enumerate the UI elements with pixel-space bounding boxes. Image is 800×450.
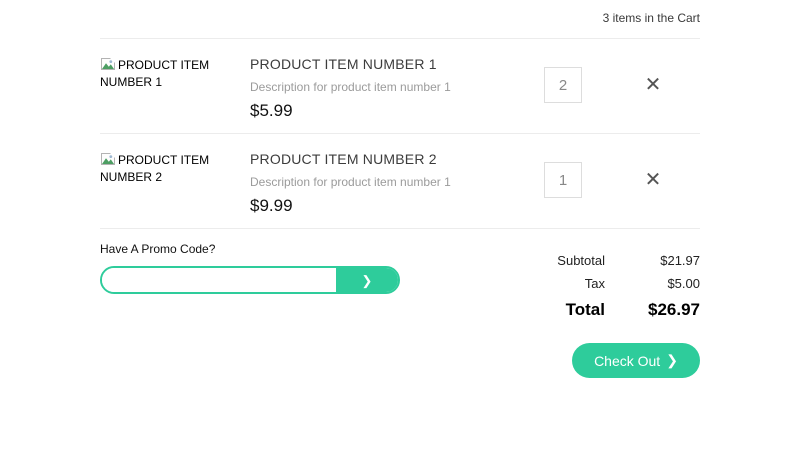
checkout-label: Check Out [594,352,661,369]
product-alt-text: PRODUCT ITEM NUMBER 2 [100,153,210,184]
product-description: Description for product item number 1 [250,80,451,94]
total-value: $26.97 [648,300,700,319]
promo-label: Have A Promo Code? [100,242,216,256]
checkout-button[interactable]: Check Out ❯ [572,343,700,378]
chevron-right-icon: ❯ [666,352,678,368]
promo-section: Have A Promo Code? ❯ [100,242,400,378]
cart-count: 3 items in the Cart [602,11,700,25]
chevron-right-icon: ❯ [361,272,373,288]
quantity-input[interactable] [544,67,582,103]
product-price: $9.99 [250,196,293,215]
promo-input[interactable] [102,268,336,292]
product-details: PRODUCT ITEM NUMBER 1 Description for pr… [250,54,544,121]
promo-code-field: ❯ [100,266,400,294]
product-alt-text: PRODUCT ITEM NUMBER 1 [100,58,210,89]
product-details: PRODUCT ITEM NUMBER 2 Description for pr… [250,149,544,216]
subtotal-row: Subtotal $21.97 [540,253,700,269]
totals-section: Subtotal $21.97 Tax $5.00 Total $26.97 C… [540,242,700,378]
total-row: Total $26.97 [540,300,700,320]
broken-image-icon [100,56,116,75]
total-label: Total [565,300,605,319]
product-image-placeholder: PRODUCT ITEM NUMBER 2 [100,149,250,184]
cart-page: 3 items in the Cart PRODUCT ITEM NUMBER … [100,0,700,378]
remove-item-button[interactable]: ✕ [642,74,664,96]
tax-label: Tax [584,276,605,291]
quantity-input[interactable] [544,162,582,198]
remove-icon: ✕ [644,74,662,96]
subtotal-value: $21.97 [660,253,700,268]
promo-submit-button[interactable]: ❯ [336,268,398,292]
product-title: PRODUCT ITEM NUMBER 2 [250,151,437,167]
subtotal-label: Subtotal [557,253,605,268]
product-description: Description for product item number 1 [250,175,451,189]
remove-icon: ✕ [644,169,662,191]
summary-band: Have A Promo Code? ❯ Subtotal $21.97 Tax… [100,242,700,378]
tax-row: Tax $5.00 [540,276,700,292]
remove-item-button[interactable]: ✕ [642,169,664,191]
broken-image-icon [100,151,116,170]
cart-header: 3 items in the Cart [100,0,700,39]
product-title: PRODUCT ITEM NUMBER 1 [250,56,437,72]
cart-item-row: PRODUCT ITEM NUMBER 2 PRODUCT ITEM NUMBE… [100,134,700,229]
tax-value: $5.00 [667,276,700,291]
product-image-placeholder: PRODUCT ITEM NUMBER 1 [100,54,250,89]
product-price: $5.99 [250,101,293,120]
cart-item-row: PRODUCT ITEM NUMBER 1 PRODUCT ITEM NUMBE… [100,39,700,134]
